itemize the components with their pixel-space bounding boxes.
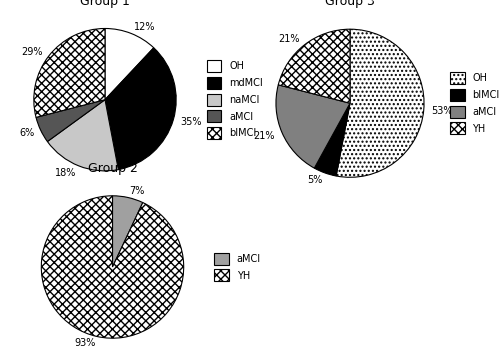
Legend: OH, mdMCI, naMCI, aMCI, bIMCI: OH, mdMCI, naMCI, aMCI, bIMCI bbox=[203, 56, 267, 143]
Title: Group 3: Group 3 bbox=[325, 0, 375, 8]
Text: 18%: 18% bbox=[55, 168, 76, 178]
Wedge shape bbox=[48, 100, 118, 171]
Wedge shape bbox=[42, 196, 184, 338]
Text: 93%: 93% bbox=[74, 339, 96, 349]
Wedge shape bbox=[112, 196, 143, 267]
Text: 5%: 5% bbox=[307, 175, 322, 185]
Legend: OH, bIMCI, aMCI, YH: OH, bIMCI, aMCI, YH bbox=[446, 68, 500, 138]
Text: 53%: 53% bbox=[431, 106, 452, 116]
Text: 21%: 21% bbox=[278, 34, 300, 44]
Title: Group 1: Group 1 bbox=[80, 0, 130, 8]
Wedge shape bbox=[105, 28, 154, 100]
Text: 29%: 29% bbox=[22, 47, 43, 57]
Text: 7%: 7% bbox=[130, 185, 145, 195]
Wedge shape bbox=[314, 103, 350, 176]
Wedge shape bbox=[34, 28, 105, 117]
Wedge shape bbox=[278, 29, 350, 103]
Text: 21%: 21% bbox=[254, 131, 275, 141]
Text: 6%: 6% bbox=[19, 128, 34, 138]
Title: Group 2: Group 2 bbox=[88, 162, 138, 176]
Legend: aMCI, YH: aMCI, YH bbox=[210, 249, 264, 285]
Wedge shape bbox=[276, 85, 350, 168]
Wedge shape bbox=[36, 100, 105, 142]
Wedge shape bbox=[336, 29, 424, 177]
Text: 12%: 12% bbox=[134, 22, 156, 32]
Text: 35%: 35% bbox=[180, 116, 202, 126]
Wedge shape bbox=[105, 48, 176, 169]
